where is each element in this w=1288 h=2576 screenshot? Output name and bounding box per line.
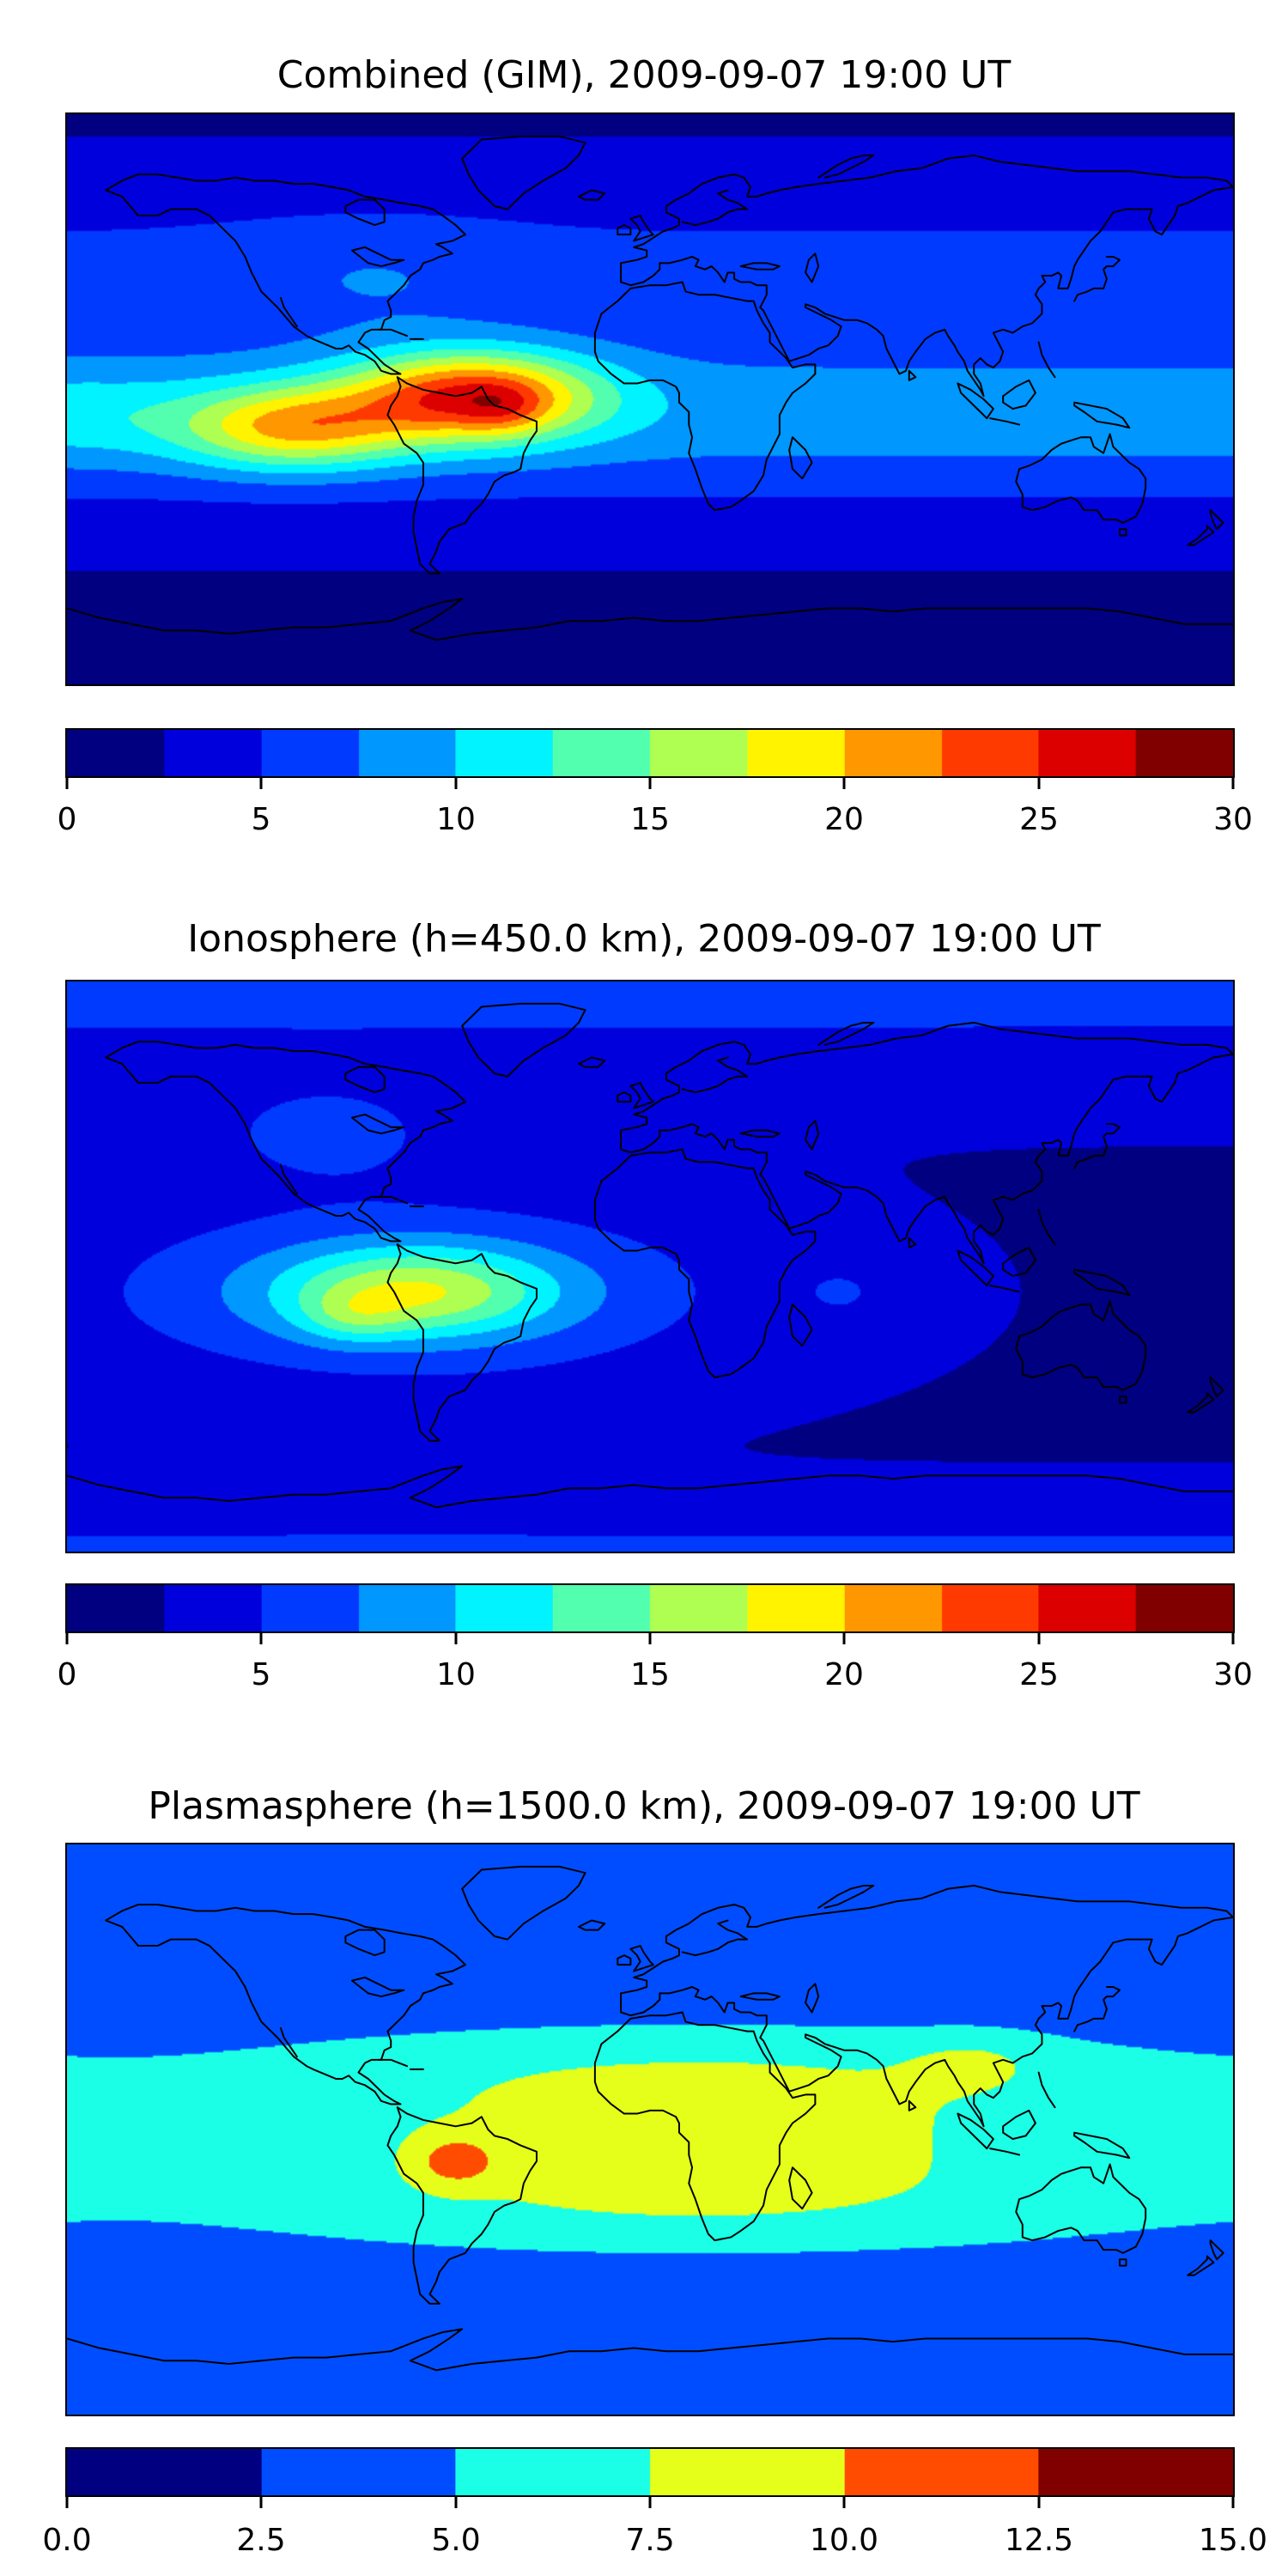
- tick-label: 10: [436, 802, 476, 837]
- colorbar-ionosphere: [65, 1583, 1235, 1633]
- colorbar-canvas: [67, 730, 1233, 776]
- panel-title-plasmasphere: Plasmasphere (h=1500.0 km), 2009-09-07 1…: [148, 1784, 1140, 1828]
- panel-title-combined: Combined (GIM), 2009-09-07 19:00 UT: [276, 53, 1012, 97]
- colorbar-tickmarks: [0, 778, 1288, 790]
- tick-label: 25: [1019, 1657, 1059, 1692]
- colorbar-canvas: [67, 2449, 1233, 2495]
- colorbar-tickmarks: [0, 2497, 1288, 2509]
- tick-label: 12.5: [1004, 2523, 1074, 2558]
- tick-mark: [648, 778, 652, 789]
- map-combined: [65, 112, 1235, 686]
- tick-mark: [1037, 1633, 1041, 1644]
- tick-mark: [648, 2497, 652, 2508]
- tick-mark: [842, 1633, 846, 1644]
- coastlines-overlay: [67, 1844, 1233, 2415]
- colorbar-tick-labels: 0 5 10 15 20 25 30: [0, 803, 1288, 837]
- colorbar-plasmasphere: [65, 2447, 1235, 2497]
- tec-map-canvas: [67, 981, 1233, 1552]
- tick-label: 10.0: [809, 2523, 879, 2558]
- colorbar-tickmarks: [0, 1633, 1288, 1645]
- tick-mark: [842, 778, 846, 789]
- tick-label: 2.5: [236, 2523, 286, 2558]
- tick-label: 30: [1213, 1657, 1253, 1692]
- tick-label: 0: [57, 1657, 77, 1692]
- tick-label: 0: [57, 802, 77, 837]
- tick-label: 20: [824, 802, 864, 837]
- tick-mark: [65, 2497, 69, 2508]
- tick-mark: [842, 2497, 846, 2508]
- tick-label: 5.0: [431, 2523, 481, 2558]
- coastlines-overlay: [67, 114, 1233, 684]
- panel-title-ionosphere: Ionosphere (h=450.0 km), 2009-09-07 19:0…: [187, 917, 1101, 961]
- map-plasmasphere: [65, 1843, 1235, 2416]
- tick-mark: [259, 1633, 263, 1644]
- tick-mark: [454, 1633, 458, 1644]
- tick-label: 15.0: [1198, 2523, 1268, 2558]
- tick-mark: [65, 1633, 69, 1644]
- tick-label: 0.0: [42, 2523, 92, 2558]
- tick-label: 30: [1213, 802, 1253, 837]
- tick-label: 10: [436, 1657, 476, 1692]
- colorbar-combined: [65, 728, 1235, 778]
- tick-mark: [1231, 1633, 1235, 1644]
- tick-mark: [1231, 2497, 1235, 2508]
- coastlines-overlay: [67, 981, 1233, 1552]
- colorbar-tick-labels: 0.0 2.5 5.0 7.5 10.0 12.5 15.0: [0, 2524, 1288, 2558]
- tick-label: 15: [630, 802, 670, 837]
- map-ionosphere: [65, 980, 1235, 1553]
- tick-mark: [454, 778, 458, 789]
- tick-mark: [1037, 778, 1041, 789]
- tick-mark: [648, 1633, 652, 1644]
- tick-label: 15: [630, 1657, 670, 1692]
- tec-map-canvas: [67, 1844, 1233, 2415]
- colorbar-canvas: [67, 1585, 1233, 1631]
- colorbar-tick-labels: 0 5 10 15 20 25 30: [0, 1658, 1288, 1692]
- tick-label: 5: [251, 802, 271, 837]
- tick-mark: [65, 778, 69, 789]
- tick-label: 25: [1019, 802, 1059, 837]
- tick-mark: [1037, 2497, 1041, 2508]
- tick-mark: [259, 778, 263, 789]
- tick-label: 20: [824, 1657, 864, 1692]
- tec-map-canvas: [67, 114, 1233, 684]
- tick-label: 5: [251, 1657, 271, 1692]
- tick-mark: [259, 2497, 263, 2508]
- tick-mark: [454, 2497, 458, 2508]
- tick-label: 7.5: [625, 2523, 675, 2558]
- tick-mark: [1231, 778, 1235, 789]
